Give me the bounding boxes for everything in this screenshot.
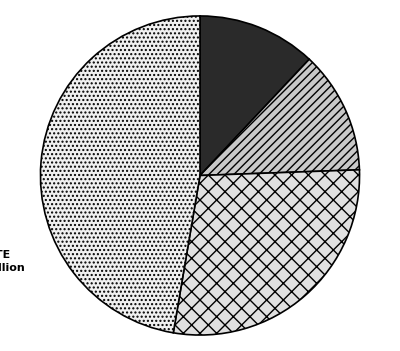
Wedge shape bbox=[40, 16, 200, 333]
Wedge shape bbox=[200, 59, 360, 176]
Wedge shape bbox=[200, 16, 309, 176]
Text: BLANK
CASSETTE
1600 million: BLANK CASSETTE 1600 million bbox=[0, 238, 25, 273]
Wedge shape bbox=[173, 170, 360, 335]
